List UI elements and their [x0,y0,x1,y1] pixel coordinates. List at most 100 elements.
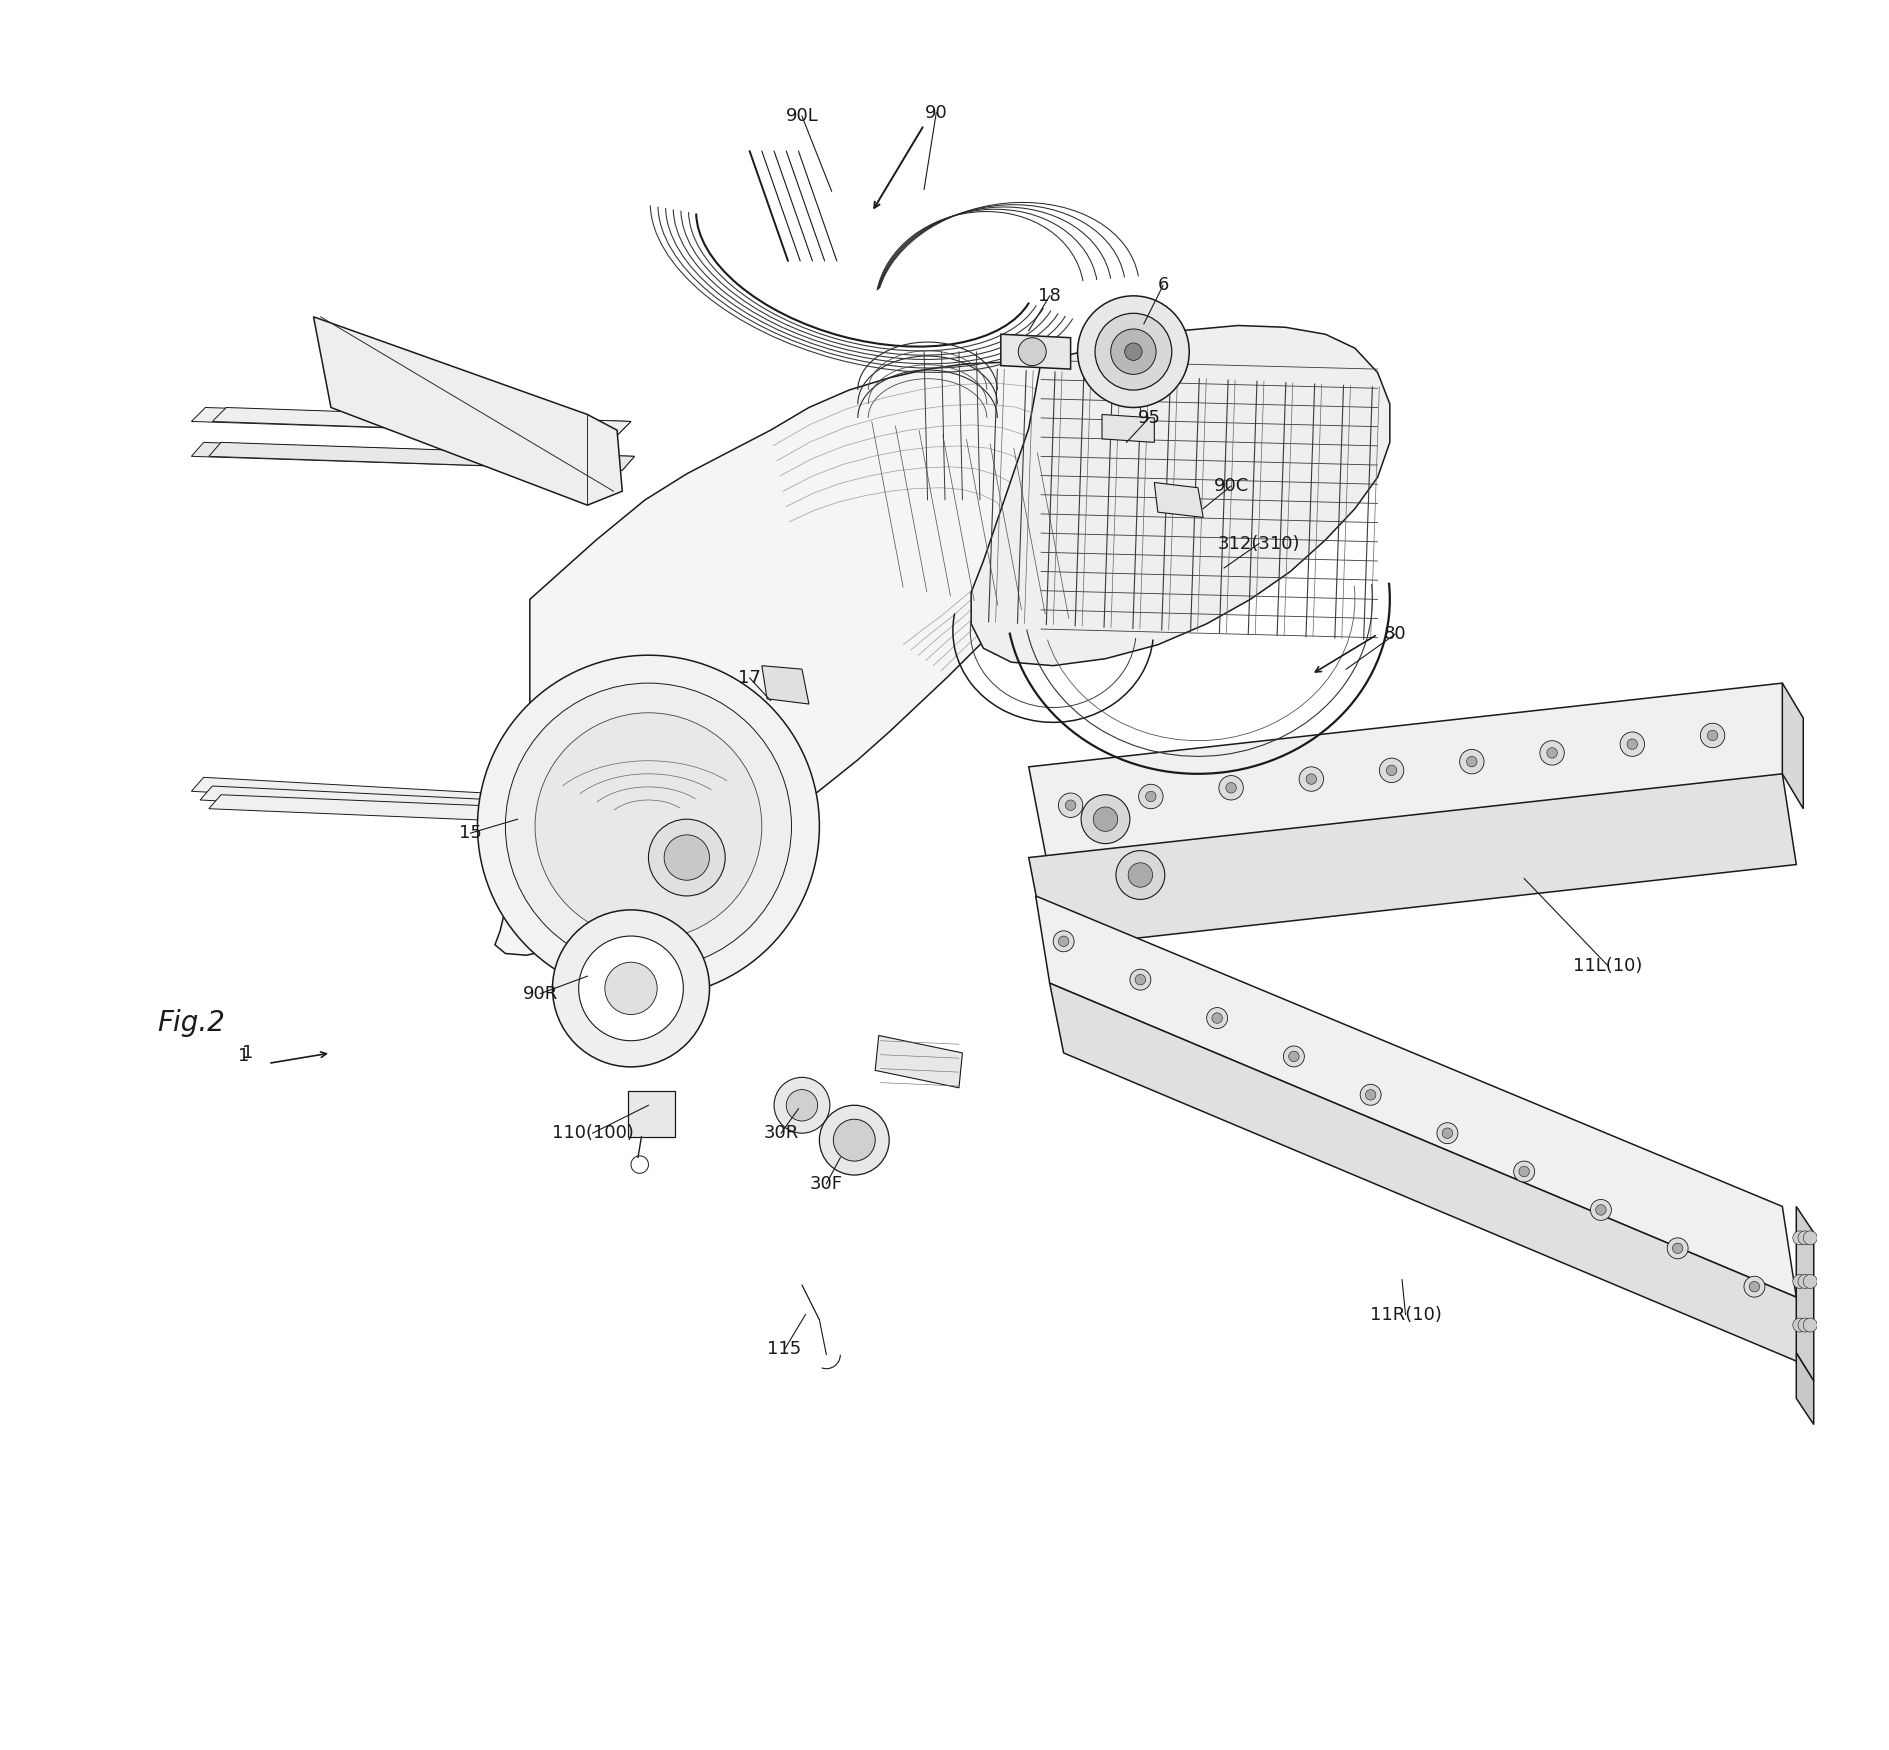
Circle shape [1128,863,1152,887]
Circle shape [1052,931,1073,952]
Circle shape [1379,758,1404,782]
Circle shape [604,963,657,1015]
Polygon shape [1795,1353,1813,1424]
Circle shape [1700,723,1725,747]
Text: 90C: 90C [1213,478,1249,495]
Polygon shape [1001,334,1069,369]
Circle shape [1077,296,1188,408]
Circle shape [1111,329,1156,374]
Polygon shape [200,786,640,821]
Polygon shape [191,408,631,436]
Circle shape [1065,800,1075,810]
Circle shape [1226,782,1235,793]
Text: 30R: 30R [763,1124,799,1143]
Text: 90R: 90R [523,985,557,1003]
Circle shape [1466,756,1477,766]
Text: 15: 15 [459,824,482,842]
Circle shape [1081,794,1130,844]
Circle shape [1058,793,1082,817]
Circle shape [1519,1166,1528,1176]
Circle shape [578,936,684,1041]
Circle shape [1594,1204,1606,1214]
Text: 1: 1 [242,1045,253,1062]
Polygon shape [1035,896,1795,1297]
Circle shape [1436,1124,1456,1144]
Text: Fig.2: Fig.2 [157,1010,225,1038]
Circle shape [1706,730,1717,740]
Circle shape [1619,732,1643,756]
Circle shape [1387,765,1396,775]
Text: 6: 6 [1156,276,1167,294]
Circle shape [1305,774,1317,784]
Polygon shape [208,794,640,826]
Circle shape [1744,1276,1764,1297]
Polygon shape [1795,1206,1813,1381]
Circle shape [663,835,708,880]
Circle shape [1137,784,1162,808]
Circle shape [1441,1129,1453,1139]
Polygon shape [761,665,808,704]
Circle shape [1298,766,1322,791]
Text: 90: 90 [924,103,946,123]
Circle shape [1283,1046,1303,1068]
Circle shape [1802,1274,1815,1288]
Circle shape [1124,343,1141,360]
Circle shape [1747,1281,1759,1292]
Circle shape [1793,1318,1806,1332]
Text: 95: 95 [1137,410,1160,427]
Circle shape [1211,1013,1222,1024]
Circle shape [1802,1318,1815,1332]
Polygon shape [1781,682,1802,808]
Polygon shape [971,326,1388,665]
Text: 18: 18 [1037,287,1060,304]
Text: 115: 115 [767,1340,801,1358]
Circle shape [535,712,761,940]
Circle shape [1796,1230,1812,1244]
Circle shape [1591,1199,1611,1220]
Circle shape [1540,740,1564,765]
Text: 312(310): 312(310) [1217,534,1300,553]
Circle shape [1360,1085,1381,1106]
Circle shape [1092,807,1116,831]
Circle shape [1145,791,1156,802]
Circle shape [774,1078,829,1134]
Polygon shape [191,443,635,471]
Circle shape [648,819,725,896]
Circle shape [1802,1230,1815,1244]
Polygon shape [314,317,621,506]
Circle shape [820,1106,888,1174]
Circle shape [1130,970,1150,990]
Polygon shape [495,362,1115,956]
Text: 110(100): 110(100) [552,1124,633,1143]
Text: 11R(10): 11R(10) [1370,1306,1441,1323]
Text: 90L: 90L [786,107,818,126]
Polygon shape [627,1092,674,1138]
Polygon shape [1048,984,1810,1367]
Circle shape [1058,936,1069,947]
Polygon shape [212,408,631,436]
Circle shape [1796,1318,1812,1332]
Circle shape [1796,1274,1812,1288]
Circle shape [786,1090,818,1122]
Circle shape [1018,338,1047,366]
Circle shape [504,682,791,970]
Circle shape [833,1120,875,1160]
Circle shape [1672,1242,1681,1253]
Polygon shape [208,443,635,471]
Text: 30F: 30F [810,1174,842,1194]
Circle shape [1458,749,1483,774]
Polygon shape [191,777,640,816]
Polygon shape [1028,682,1795,858]
Polygon shape [875,1036,962,1088]
Polygon shape [1101,415,1154,443]
Text: 1: 1 [238,1048,249,1066]
Circle shape [1094,313,1171,390]
Text: 11L(10): 11L(10) [1572,957,1642,975]
Circle shape [1545,747,1557,758]
Circle shape [552,910,708,1068]
Circle shape [1666,1237,1687,1258]
Circle shape [1793,1274,1806,1288]
Text: 17: 17 [739,668,761,688]
Circle shape [1115,850,1164,900]
Circle shape [1288,1052,1298,1062]
